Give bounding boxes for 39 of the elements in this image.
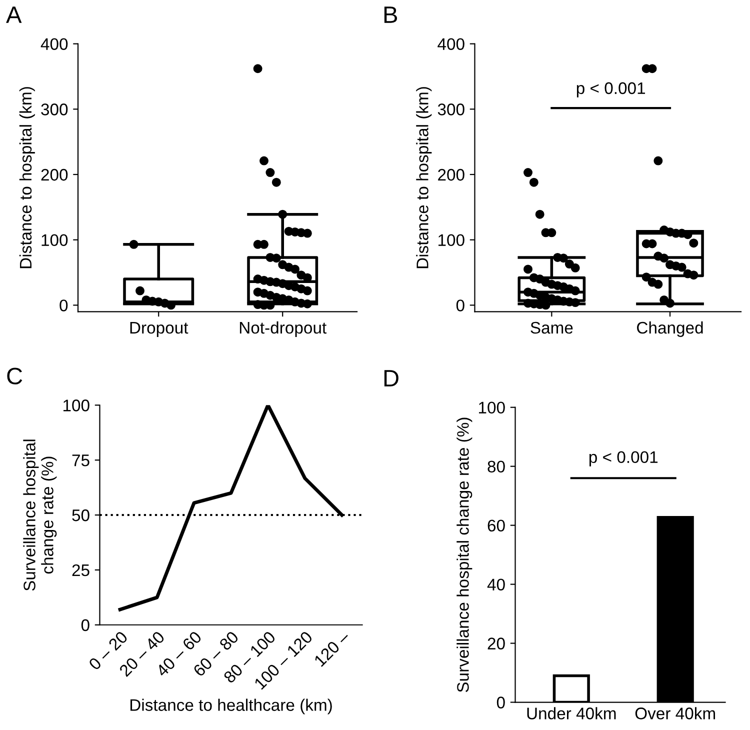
chart-title: B (384, 6, 397, 23)
x-tick-label: Same (530, 322, 573, 334)
y-tick-label: 400 (40, 38, 68, 50)
x-tick-label: Over 40km (635, 707, 716, 720)
y-tick-label: 200 (438, 168, 464, 181)
y-tick-label: 100 (478, 402, 505, 414)
y-axis-title: Distance to hospital (km) (19, 87, 35, 268)
y-tick-label: 0 (456, 300, 464, 312)
y-tick-label: 0 (496, 696, 505, 708)
x-tick-label: Under 40km (527, 707, 616, 720)
y-tick-label: 300 (41, 104, 68, 116)
chart-title: C (7, 368, 22, 384)
y-tick-label: 100 (63, 400, 90, 412)
x-tick-label: 120 – (314, 630, 351, 667)
y-tick-label: 40 (487, 578, 505, 590)
annotation: p < 0.001 (589, 451, 658, 466)
y-tick-label: 0 (81, 619, 90, 632)
y-tick-label: 50 (72, 509, 90, 522)
x-axis-title: Distance to healthcare (km) (130, 698, 332, 714)
y-tick-label: 300 (438, 104, 464, 116)
y-axis-title: Surveillance hospital change rate (%) (23, 440, 57, 591)
annotation: p < 0.001 (576, 82, 646, 98)
y-tick-label: 75 (72, 454, 90, 466)
y-tick-label: 20 (488, 638, 505, 650)
y-tick-label: 25 (72, 564, 90, 576)
y-tick-label: 100 (438, 234, 464, 246)
y-axis-title: Distance to hospital (km) (416, 87, 432, 268)
y-tick-label: 60 (488, 520, 505, 532)
x-tick-label: Dropout (130, 322, 188, 337)
chart-title: A (6, 6, 22, 23)
y-tick-label: 80 (488, 460, 505, 473)
y-tick-label: 400 (438, 38, 464, 50)
x-tick-label: Not-dropout (240, 321, 326, 337)
chart-title: D (384, 370, 398, 386)
y-axis-title: Surveillance hospital change rate (%) (456, 418, 472, 692)
y-tick-label: 200 (41, 168, 68, 181)
x-tick-label: Changed (637, 321, 703, 337)
y-tick-label: 0 (60, 300, 68, 312)
y-tick-label: 100 (42, 234, 68, 246)
